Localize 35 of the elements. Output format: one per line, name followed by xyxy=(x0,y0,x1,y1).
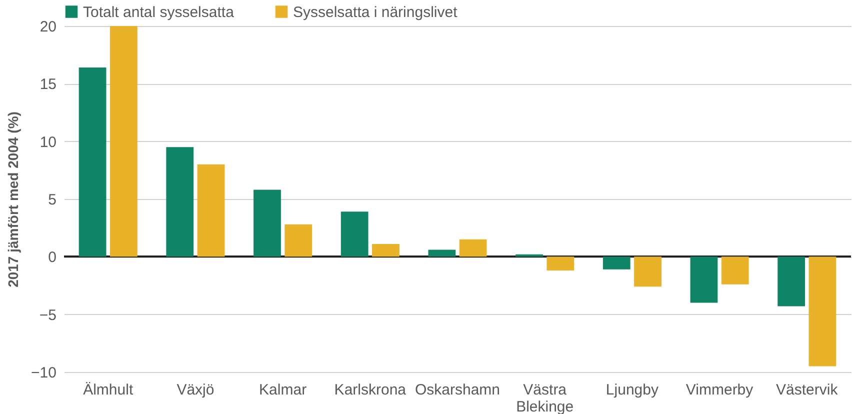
y-tick-label: −5 xyxy=(39,306,56,324)
bar xyxy=(602,256,630,270)
legend-label: Totalt antal sysselsatta xyxy=(83,4,235,21)
x-tick-label: Växjö xyxy=(176,382,214,398)
bar xyxy=(428,250,456,257)
bar xyxy=(634,256,662,287)
x-tick-label: Västervik xyxy=(776,382,838,398)
bar xyxy=(254,190,281,257)
x-tick-label: Ljungby xyxy=(606,382,659,398)
y-tick-label: 5 xyxy=(48,192,56,208)
bar xyxy=(284,224,312,257)
bar xyxy=(166,147,194,257)
bar xyxy=(340,212,368,257)
bar xyxy=(721,256,749,284)
bar xyxy=(778,256,806,306)
legend-label: Sysselsatta i näringslivet xyxy=(293,4,458,21)
y-tick-label: 20 xyxy=(40,18,56,36)
bar xyxy=(690,256,718,303)
y-tick-label: 0 xyxy=(48,249,56,266)
x-tick-label: Oskarshamn xyxy=(414,382,500,398)
x-tick-label: Älmhult xyxy=(83,382,134,398)
y-tick-label: 15 xyxy=(40,76,56,94)
bar xyxy=(372,244,400,257)
bar xyxy=(110,26,138,257)
y-tick-label: 10 xyxy=(40,134,56,151)
bar xyxy=(78,68,106,257)
x-tick-label: Vimmerby xyxy=(686,382,754,398)
y-tick-label: −10 xyxy=(31,364,56,382)
bar xyxy=(459,239,487,257)
x-tick-label: Karlskrona xyxy=(334,382,407,398)
bar xyxy=(808,256,836,366)
bar xyxy=(546,256,574,271)
x-tick-label: Kalmar xyxy=(259,382,307,398)
y-axis-title: 2017 jämfört med 2004 (%) xyxy=(5,112,22,288)
bar xyxy=(197,164,225,257)
